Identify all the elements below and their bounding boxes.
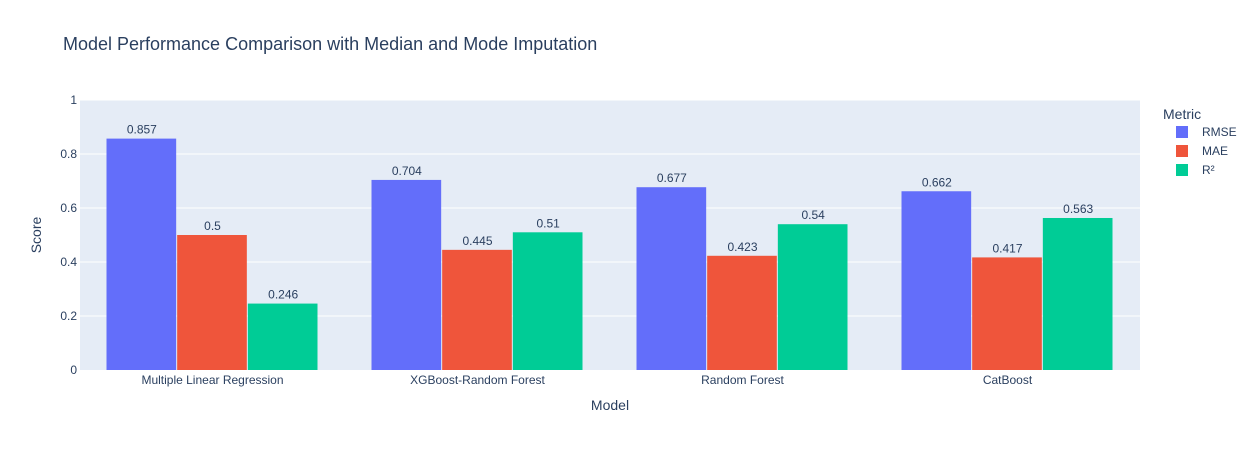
bar-value-label: 0.51: [536, 216, 560, 230]
bar-r-2: [777, 224, 848, 370]
legend-swatch: [1176, 145, 1188, 157]
y-tick-label: 0: [70, 363, 77, 377]
y-tick-label: 0.2: [60, 309, 77, 323]
x-tick-label: XGBoost-Random Forest: [410, 373, 545, 387]
y-tick-label: 0.4: [60, 255, 77, 269]
legend: Metric RMSE MAE R²: [1163, 106, 1237, 177]
x-tick-label: Random Forest: [701, 373, 784, 387]
bar-value-label: 0.677: [657, 171, 687, 185]
legend-item-label: MAE: [1202, 144, 1228, 158]
legend-item-label: RMSE: [1202, 125, 1237, 139]
bar-value-label: 0.417: [992, 241, 1022, 255]
bar-value-label: 0.5: [204, 219, 221, 233]
bar-mae-3: [972, 257, 1042, 370]
y-axis-ticks: 0 0.2 0.4 0.6 0.8 1: [60, 93, 77, 377]
legend-swatch: [1176, 126, 1188, 138]
bar-value-label: 0.704: [392, 164, 422, 178]
x-axis-ticks: Multiple Linear Regression XGBoost-Random…: [141, 373, 1032, 387]
bar-rmse-2: [636, 187, 707, 370]
x-tick-label: Multiple Linear Regression: [141, 373, 283, 387]
bar-rmse-3: [901, 191, 972, 370]
y-tick-label: 1: [70, 93, 77, 107]
legend-item-label: R²: [1202, 163, 1215, 177]
y-tick-label: 0.6: [60, 201, 77, 215]
bar-value-label: 0.54: [801, 208, 825, 222]
bar-rmse-1: [371, 179, 442, 370]
bar-value-label: 0.246: [268, 288, 298, 302]
bar-value-label: 0.445: [462, 234, 492, 248]
x-tick-label: CatBoost: [983, 373, 1033, 387]
bar-value-label: 0.563: [1063, 202, 1093, 216]
bar-value-labels: 0.857 0.5 0.246 0.704 0.445 0.51 0.677 0.423 0.5…: [127, 123, 1094, 302]
bar-r-1: [512, 232, 583, 370]
bar-mae-1: [442, 249, 512, 370]
bar-rmse-0: [106, 138, 177, 370]
y-axis-title: Score: [28, 217, 44, 254]
bar-mae-2: [707, 255, 777, 370]
legend-swatch: [1176, 164, 1188, 176]
chart-title: Model Performance Comparison with Median…: [63, 34, 597, 54]
legend-title: Metric: [1163, 106, 1201, 122]
bar-value-label: 0.662: [922, 175, 952, 189]
bar-r-0: [247, 303, 318, 370]
bar-value-label: 0.423: [727, 240, 757, 254]
bar-value-label: 0.857: [127, 123, 157, 137]
x-axis-title: Model: [591, 397, 629, 413]
bar-r-3: [1042, 217, 1113, 370]
y-tick-label: 0.8: [60, 147, 77, 161]
bars: [106, 138, 1113, 370]
bar-mae-0: [177, 235, 247, 370]
